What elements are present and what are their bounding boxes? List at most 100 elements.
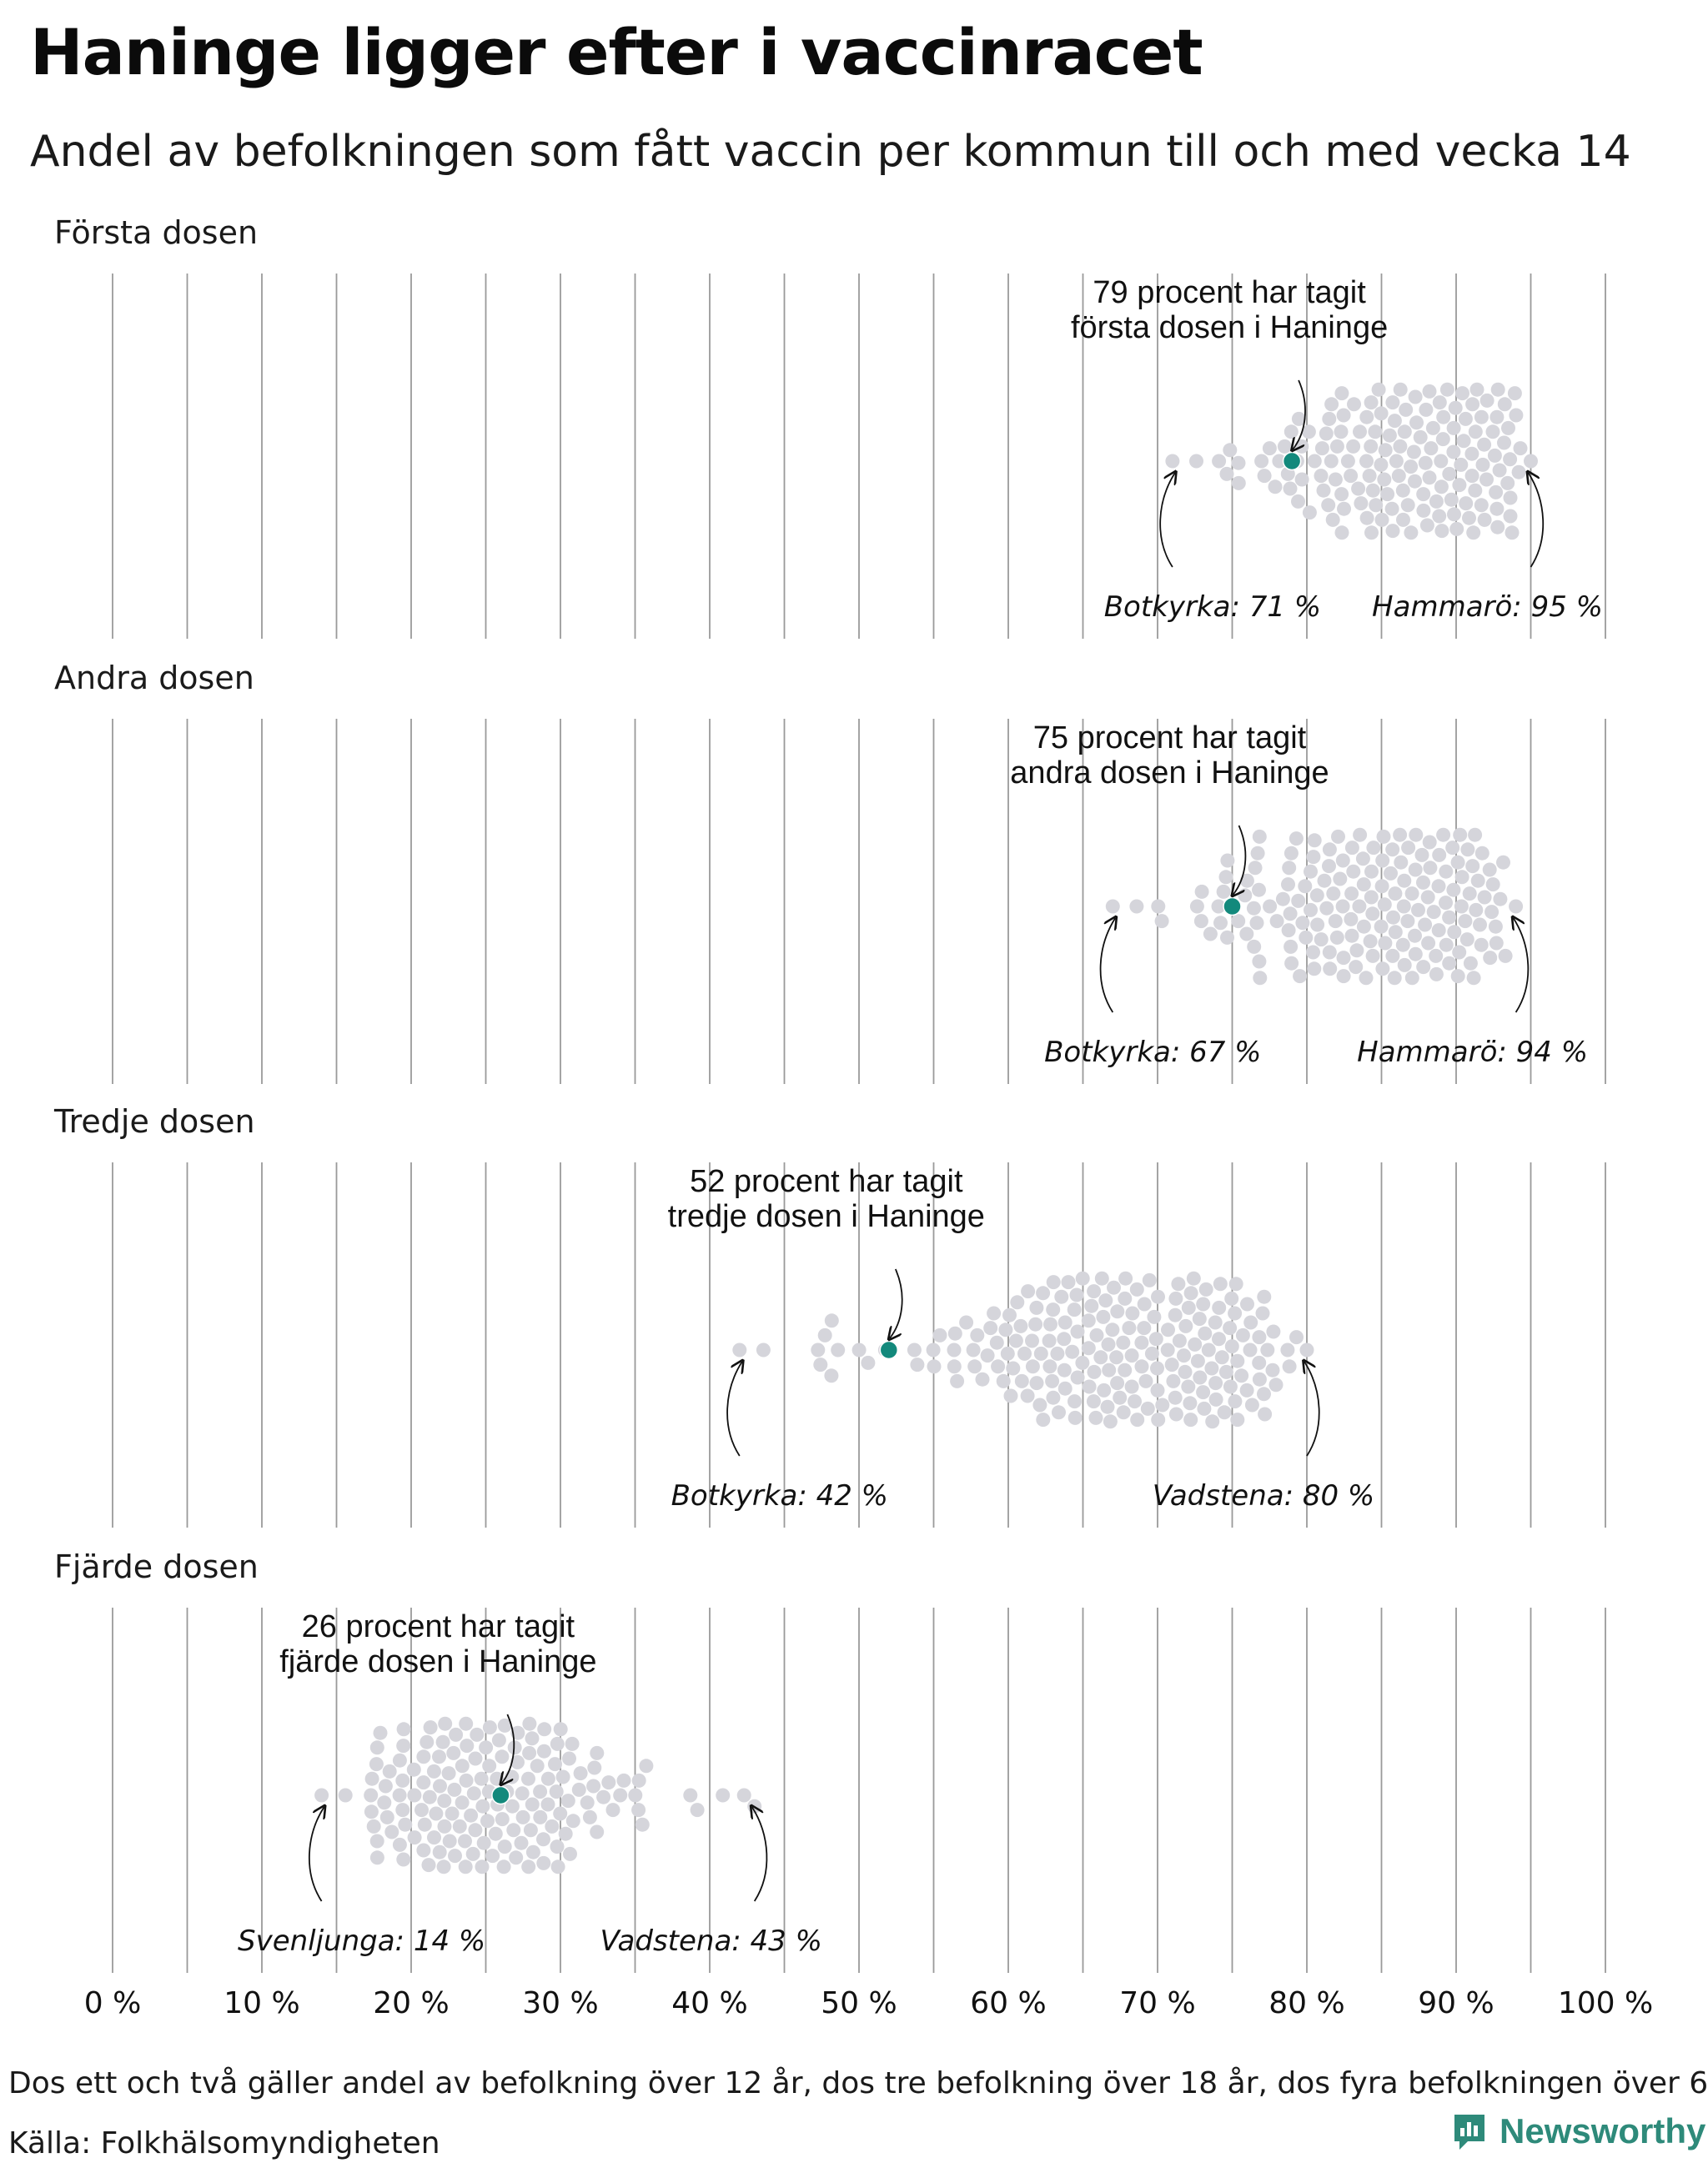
municipality-dot [1208, 1376, 1223, 1391]
municipality-dot [429, 1806, 444, 1821]
municipality-dot [1302, 505, 1317, 520]
municipality-dot [1052, 1405, 1066, 1420]
municipality-dot [573, 1766, 588, 1781]
municipality-dot [683, 1788, 698, 1803]
municipality-dot [1036, 1413, 1051, 1428]
municipality-dot [1364, 525, 1379, 540]
municipality-dot [1439, 382, 1454, 397]
municipality-dot [1250, 846, 1265, 861]
municipality-dot [1043, 1317, 1057, 1332]
municipality-dot [1181, 1300, 1196, 1315]
municipality-dot [1294, 472, 1309, 487]
municipality-dot [1252, 1330, 1267, 1345]
municipality-dot [1401, 841, 1416, 856]
municipality-dot [1325, 512, 1340, 527]
municipality-dot [1042, 1359, 1057, 1374]
municipality-dot [474, 1771, 489, 1786]
municipality-dot [1310, 917, 1325, 932]
municipality-dot [1208, 1315, 1223, 1330]
municipality-dot [1364, 395, 1379, 410]
municipality-dot [1434, 454, 1449, 469]
municipality-dot [382, 1764, 397, 1779]
municipality-dot [1316, 483, 1331, 498]
municipality-dot [1281, 877, 1295, 892]
municipality-dot [475, 1799, 490, 1814]
municipality-dot [1324, 454, 1339, 469]
municipality-dot [1408, 928, 1422, 943]
municipality-dot [1295, 916, 1310, 931]
municipality-dot [436, 1859, 451, 1874]
municipality-dot [1378, 936, 1393, 951]
municipality-dot [1118, 1363, 1133, 1378]
municipality-dot [1423, 861, 1438, 876]
municipality-dot [571, 1782, 586, 1797]
municipality-dot [1075, 1271, 1090, 1286]
municipality-dot [423, 1720, 438, 1735]
municipality-dot [1298, 879, 1313, 894]
municipality-dot [1008, 1333, 1023, 1348]
municipality-dot [1189, 899, 1204, 914]
municipality-dot [932, 1327, 947, 1342]
municipality-dot [1268, 479, 1283, 494]
brand[interactable]: Newsworthy [1451, 2111, 1705, 2151]
municipality-dot [533, 1784, 548, 1799]
municipality-dot [1462, 510, 1476, 525]
municipality-dot [1013, 1318, 1028, 1333]
municipality-dot [435, 1734, 450, 1749]
haninge-arrow [1233, 825, 1247, 895]
municipality-dot [1178, 1318, 1193, 1333]
municipality-dot [1113, 1390, 1128, 1405]
municipality-dot [987, 1306, 1002, 1321]
municipality-dot [1431, 879, 1446, 894]
municipality-dot [1069, 1287, 1084, 1302]
municipality-dot [468, 1823, 483, 1838]
municipality-dot [1489, 936, 1504, 951]
municipality-dot [1374, 406, 1389, 421]
municipality-dot [1003, 1388, 1018, 1403]
municipality-dot [1198, 1282, 1213, 1297]
municipality-dot [1454, 870, 1469, 885]
municipality-dot [419, 1734, 435, 1749]
municipality-dot [1344, 886, 1359, 901]
municipality-dot [1468, 827, 1483, 842]
municipality-dot [1465, 859, 1480, 874]
municipality-dot [1475, 457, 1490, 472]
municipality-dot [1057, 1381, 1073, 1396]
municipality-dot [565, 1736, 580, 1751]
municipality-dot [1089, 1327, 1104, 1342]
x-tick-label: 20 % [373, 1986, 449, 2020]
municipality-dot [1349, 943, 1364, 958]
municipality-dot [497, 1718, 512, 1733]
municipality-dot [1488, 919, 1503, 934]
municipality-dot [1485, 877, 1500, 892]
min-label: Botkyrka: 67 % [1044, 1036, 1261, 1069]
municipality-dot [1223, 1379, 1238, 1394]
municipality-dot [1321, 498, 1336, 513]
municipality-dot [488, 1826, 503, 1841]
municipality-dot [505, 1769, 520, 1784]
municipality-dot [590, 1824, 605, 1839]
municipality-dot [1219, 466, 1234, 481]
municipality-dot [1268, 1378, 1284, 1393]
x-tick-label: 30 % [522, 1986, 598, 2020]
municipality-dot [1411, 902, 1425, 917]
municipality-dot [1086, 1394, 1101, 1409]
municipality-dot [1140, 1401, 1155, 1416]
municipality-dot [522, 1716, 537, 1731]
municipality-dot [1322, 945, 1337, 960]
municipality-dot [1337, 501, 1351, 516]
municipality-dot [1289, 831, 1304, 846]
municipality-dot [1231, 475, 1246, 490]
municipality-dot [338, 1788, 353, 1803]
min-label: Svenljunga: 14 % [238, 1925, 485, 1958]
municipality-dot [1211, 899, 1226, 914]
municipality-dot [605, 1803, 620, 1818]
municipality-dot [1281, 923, 1296, 938]
municipality-dot [1400, 498, 1415, 513]
municipality-dot [1284, 956, 1299, 971]
municipality-dot [596, 1789, 611, 1804]
municipality-dot [1084, 1298, 1099, 1313]
municipality-dot [1294, 439, 1309, 454]
municipality-dot [1101, 1337, 1116, 1352]
x-tick-label: 10 % [224, 1986, 299, 2020]
